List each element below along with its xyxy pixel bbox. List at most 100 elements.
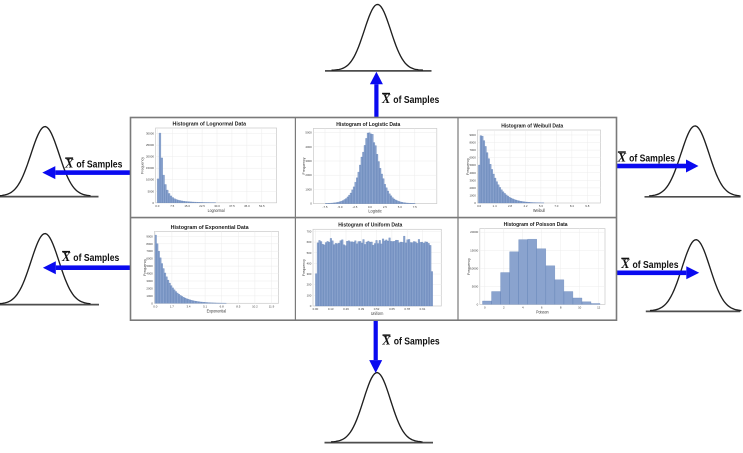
svg-text:100: 100 xyxy=(307,293,312,297)
svg-text:2000: 2000 xyxy=(146,286,153,290)
svg-text:Frequency: Frequency xyxy=(141,157,145,174)
svg-text:10: 10 xyxy=(578,306,582,310)
svg-text:7000: 7000 xyxy=(469,148,476,152)
svg-text:5000: 5000 xyxy=(472,284,479,288)
svg-text:300: 300 xyxy=(307,272,312,276)
svg-text:0.0: 0.0 xyxy=(477,204,481,208)
svg-text:Histogram of Exponential Data: Histogram of Exponential Data xyxy=(171,225,250,231)
svg-text:5000: 5000 xyxy=(469,163,476,167)
svg-text:Frequency: Frequency xyxy=(467,258,471,275)
svg-text:of Samples: of Samples xyxy=(629,153,675,165)
svg-text:10000: 10000 xyxy=(146,178,154,182)
svg-text:20000: 20000 xyxy=(146,155,154,159)
svg-text:1000: 1000 xyxy=(305,187,312,191)
svg-text:0: 0 xyxy=(310,202,312,206)
svg-text:0: 0 xyxy=(152,201,154,205)
svg-text:2.8: 2.8 xyxy=(508,204,512,208)
svg-text:7.5: 7.5 xyxy=(170,204,174,208)
svg-text:-7.5: -7.5 xyxy=(323,205,328,209)
svg-text:1000: 1000 xyxy=(146,294,153,298)
svg-text:Histogram of Lognormal Data: Histogram of Lognormal Data xyxy=(173,121,247,127)
svg-text:X: X xyxy=(61,250,71,264)
svg-text:4000: 4000 xyxy=(305,145,312,149)
svg-text:1.4: 1.4 xyxy=(493,204,497,208)
svg-text:0: 0 xyxy=(151,301,153,305)
svg-text:7.0: 7.0 xyxy=(554,204,558,208)
svg-text:5000: 5000 xyxy=(148,189,155,193)
svg-text:2: 2 xyxy=(503,306,505,310)
svg-text:3000: 3000 xyxy=(469,178,476,182)
svg-text:200: 200 xyxy=(307,283,312,287)
svg-text:0.39: 0.39 xyxy=(358,307,364,311)
svg-text:Frequency: Frequency xyxy=(302,259,306,276)
svg-text:0.78: 0.78 xyxy=(404,307,410,311)
svg-text:1000: 1000 xyxy=(469,193,476,197)
svg-text:3000: 3000 xyxy=(305,159,312,163)
svg-text:6000: 6000 xyxy=(469,156,476,160)
svg-text:8.4: 8.4 xyxy=(570,204,574,208)
svg-text:Exponential: Exponential xyxy=(207,308,227,313)
svg-text:X: X xyxy=(381,334,391,348)
svg-text:0: 0 xyxy=(474,201,476,205)
svg-text:25000: 25000 xyxy=(146,143,154,147)
svg-text:Lognormal: Lognormal xyxy=(208,208,225,213)
svg-text:1.7: 1.7 xyxy=(170,305,174,309)
svg-text:2000: 2000 xyxy=(305,173,312,177)
svg-text:0.13: 0.13 xyxy=(328,307,334,311)
svg-text:X: X xyxy=(64,157,74,171)
svg-text:12: 12 xyxy=(597,306,601,310)
svg-text:-2.5: -2.5 xyxy=(352,205,357,209)
svg-text:4: 4 xyxy=(522,306,524,310)
svg-text:Frequency: Frequency xyxy=(466,158,470,175)
svg-text:0.00: 0.00 xyxy=(313,307,319,311)
svg-text:10000: 10000 xyxy=(470,266,478,270)
svg-text:Histogram of Poisson Data: Histogram of Poisson Data xyxy=(504,222,569,228)
svg-text:4000: 4000 xyxy=(146,272,153,276)
svg-text:Poisson: Poisson xyxy=(536,309,549,314)
svg-text:0.0: 0.0 xyxy=(368,205,372,209)
svg-text:Frequency: Frequency xyxy=(302,157,306,174)
svg-text:5000: 5000 xyxy=(146,264,153,268)
svg-text:X: X xyxy=(620,257,630,271)
svg-text:of Samples: of Samples xyxy=(633,259,679,271)
svg-text:0.91: 0.91 xyxy=(420,307,426,311)
svg-text:8.5: 8.5 xyxy=(236,305,240,309)
svg-text:37.5: 37.5 xyxy=(229,204,235,208)
svg-text:Uniform: Uniform xyxy=(371,311,384,316)
svg-text:2.5: 2.5 xyxy=(383,205,387,209)
svg-text:9000: 9000 xyxy=(469,133,476,137)
svg-text:Frequency: Frequency xyxy=(143,259,147,276)
svg-text:Histogram of Logistic Data: Histogram of Logistic Data xyxy=(336,122,401,128)
svg-text:6000: 6000 xyxy=(146,257,153,261)
svg-text:5.1: 5.1 xyxy=(203,305,207,309)
svg-text:8000: 8000 xyxy=(469,141,476,145)
svg-text:15000: 15000 xyxy=(146,166,154,170)
svg-text:11.9: 11.9 xyxy=(269,305,275,309)
svg-text:400: 400 xyxy=(307,261,312,265)
svg-text:45.0: 45.0 xyxy=(244,204,250,208)
svg-text:7000: 7000 xyxy=(146,249,153,253)
svg-text:3.4: 3.4 xyxy=(186,305,190,309)
svg-text:0.0: 0.0 xyxy=(155,204,159,208)
svg-text:22.5: 22.5 xyxy=(199,204,205,208)
svg-text:6: 6 xyxy=(541,306,543,310)
svg-text:500: 500 xyxy=(307,251,312,255)
svg-text:30.0: 30.0 xyxy=(214,204,220,208)
svg-text:of Samples: of Samples xyxy=(73,252,119,264)
svg-text:4000: 4000 xyxy=(469,171,476,175)
svg-text:52.5: 52.5 xyxy=(259,204,265,208)
svg-text:8000: 8000 xyxy=(146,242,153,246)
svg-text:10.2: 10.2 xyxy=(252,305,258,309)
svg-text:30000: 30000 xyxy=(146,132,154,136)
svg-text:20000: 20000 xyxy=(470,230,478,234)
svg-text:0: 0 xyxy=(477,302,479,306)
svg-text:5.6: 5.6 xyxy=(539,204,543,208)
svg-text:of Samples: of Samples xyxy=(393,94,439,106)
svg-text:Weibull: Weibull xyxy=(533,208,545,213)
svg-text:0.65: 0.65 xyxy=(389,307,395,311)
svg-text:0.0: 0.0 xyxy=(153,305,157,309)
svg-text:X: X xyxy=(617,151,627,165)
svg-text:of Samples: of Samples xyxy=(394,336,440,348)
svg-text:5.0: 5.0 xyxy=(398,205,402,209)
svg-text:Histogram of Weibull Data: Histogram of Weibull Data xyxy=(501,123,564,129)
